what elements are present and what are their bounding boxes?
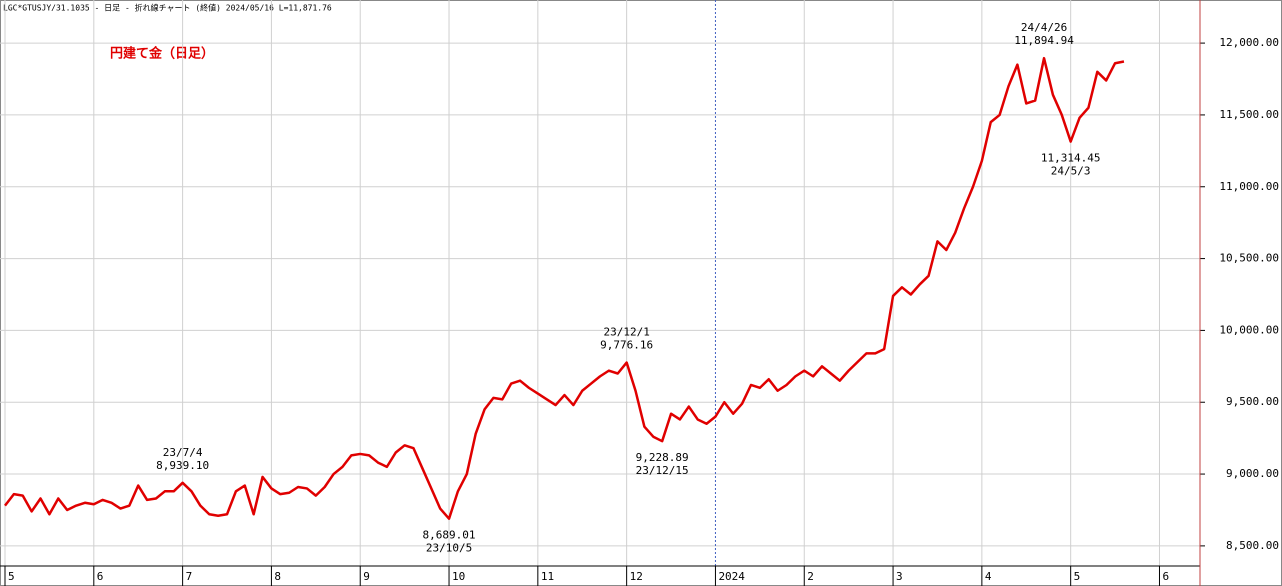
x-tick-label: 9 bbox=[363, 570, 370, 583]
x-tick-label: 3 bbox=[896, 570, 903, 583]
annotation-date: 23/12/1 bbox=[603, 326, 649, 339]
y-tick-label: 10,500.00 bbox=[1219, 252, 1279, 265]
y-tick-label: 8,500.00 bbox=[1226, 539, 1279, 552]
annotation-date: 24/4/26 bbox=[1021, 21, 1067, 34]
x-tick-label: 2024 bbox=[718, 570, 745, 583]
y-tick-label: 9,500.00 bbox=[1226, 395, 1279, 408]
value-label: 8,689.01 bbox=[423, 529, 476, 542]
x-tick-label: 5 bbox=[8, 570, 15, 583]
value-label: 9,228.89 bbox=[636, 451, 689, 464]
annotation-date: 23/7/4 bbox=[163, 446, 203, 459]
y-tick-label: 11,500.00 bbox=[1219, 108, 1279, 121]
x-tick-label: 7 bbox=[186, 570, 193, 583]
annotation-date: 23/10/5 bbox=[426, 542, 472, 555]
y-tick-label: 10,000.00 bbox=[1219, 323, 1279, 336]
value-label: 11,894.94 bbox=[1014, 34, 1074, 47]
x-tick-label: 8 bbox=[274, 570, 281, 583]
y-tick-label: 12,000.00 bbox=[1219, 36, 1279, 49]
x-tick-label: 12 bbox=[630, 570, 643, 583]
x-tick-label: 5 bbox=[1074, 570, 1081, 583]
header: LGC*GTUSJY/31.1035 - 日足 - 折れ線チャート (終値) 2… bbox=[3, 3, 332, 13]
x-tick-label: 4 bbox=[985, 570, 992, 583]
y-tick-label: 9,000.00 bbox=[1226, 467, 1279, 480]
x-tick-label: 2 bbox=[807, 570, 814, 583]
x-tick-label: 10 bbox=[452, 570, 465, 583]
x-tick-label: 6 bbox=[1162, 570, 1169, 583]
value-label: 8,939.10 bbox=[156, 459, 209, 472]
value-label: 9,776.16 bbox=[600, 339, 653, 352]
annotation-date: 24/5/3 bbox=[1051, 165, 1091, 178]
x-tick-label: 11 bbox=[541, 570, 554, 583]
value-label: 11,314.45 bbox=[1041, 152, 1101, 165]
x-tick-label: 6 bbox=[97, 570, 104, 583]
price-line bbox=[4, 56, 1125, 520]
y-tick-label: 11,000.00 bbox=[1219, 180, 1279, 193]
chart-title: 円建て金（日足） bbox=[110, 46, 214, 62]
annotation-date: 23/12/15 bbox=[636, 464, 689, 477]
